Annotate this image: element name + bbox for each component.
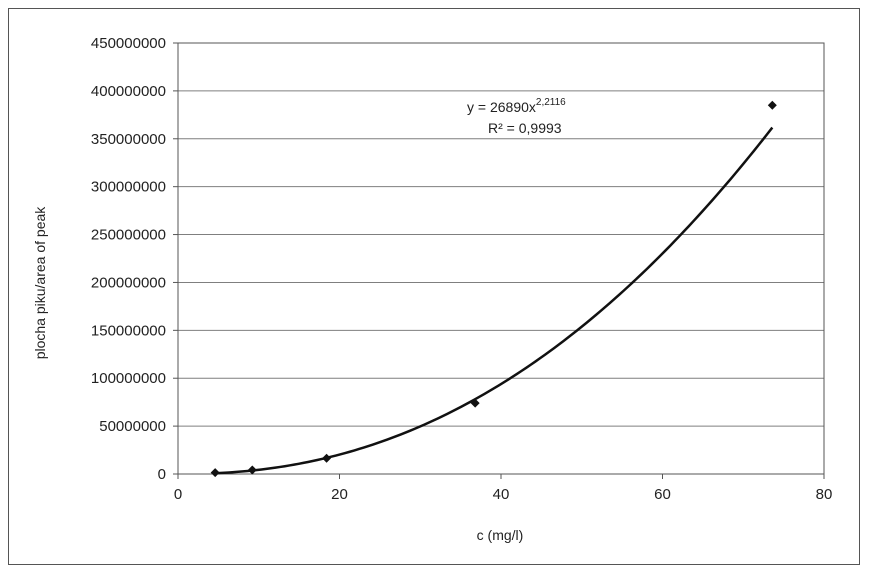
y-tick-label-9: 450000000 [91,35,166,52]
equation-exponent: 2,2116 [536,97,566,108]
trendline-equation: y = 26890x2,2116 [467,97,566,115]
x-tick-label-1: 20 [331,486,348,503]
r-squared-label: R² = 0,9993 [488,120,562,136]
data-points [210,100,777,478]
x-tick-label-4: 80 [816,486,833,503]
x-tick-label-3: 60 [654,486,671,503]
y-tick-label-6: 300000000 [91,179,166,196]
chart-frame [8,8,860,565]
y-tick-label-4: 200000000 [91,274,166,291]
data-point-3 [470,398,480,408]
data-point-1 [247,465,257,475]
tick-labels: 0 50000000 100000000 150000000 200000000 2500… [91,35,832,503]
y-tick-label-0: 0 [158,466,166,483]
equation-prefix: y = 26890x [467,99,536,115]
y-tick-label-2: 100000000 [91,370,166,387]
power-trendline [215,126,774,475]
x-tick-label-0: 0 [174,486,182,503]
y-tick-label-7: 350000000 [91,131,166,148]
plot-area-border [177,42,825,475]
axes [173,42,825,479]
y-tick-label-1: 50000000 [99,418,166,435]
y-tick-label-5: 250000000 [91,227,166,244]
data-point-2 [322,453,332,463]
y-axis-title: plocha piku/area of peak [32,206,48,360]
x-axis-title: c (mg/l) [477,527,524,543]
y-tick-label-3: 150000000 [91,322,166,339]
y-tick-label-8: 400000000 [91,83,166,100]
data-point-4 [767,100,777,110]
trendline [215,126,774,475]
data-point-0 [210,468,220,478]
x-tick-label-2: 40 [493,486,510,503]
